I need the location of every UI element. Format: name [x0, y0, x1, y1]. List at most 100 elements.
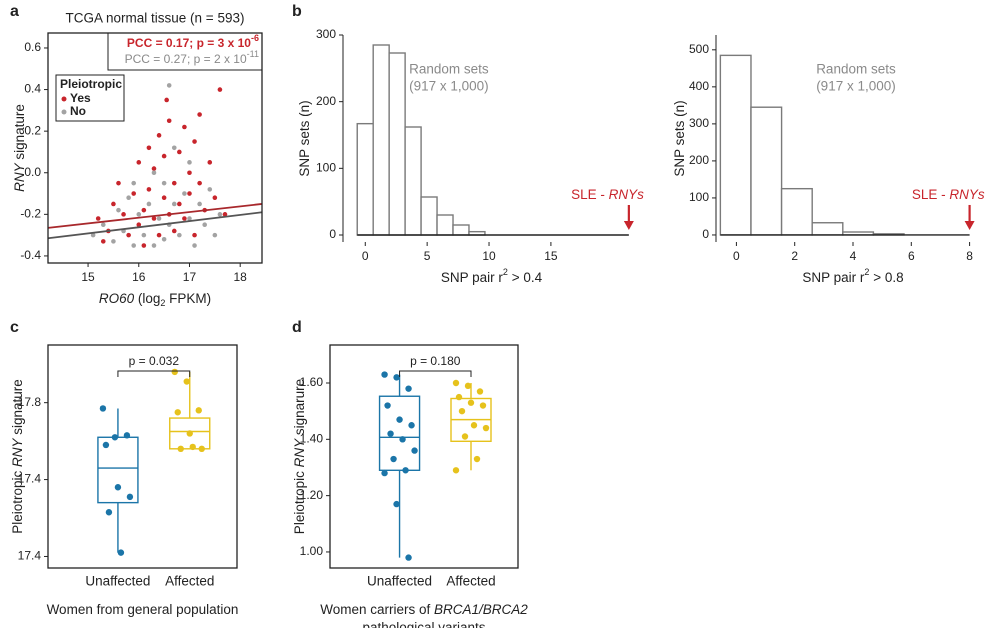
- panel-letter: d: [292, 319, 302, 336]
- x-tick-label: 6: [908, 249, 915, 263]
- x-tick-label: 0: [362, 249, 369, 263]
- point: [146, 145, 152, 151]
- point: [470, 422, 478, 429]
- y-axis-label: Pleiotropic RNY signature: [10, 379, 25, 534]
- point: [464, 382, 472, 390]
- text-part: 2: [864, 267, 869, 277]
- annotation: Random sets: [816, 62, 896, 77]
- x-tick-label: Affected: [446, 574, 495, 589]
- point: [151, 216, 157, 221]
- point: [458, 407, 466, 415]
- bar: [404, 126, 422, 236]
- legend-label: No: [70, 104, 86, 118]
- point: [151, 166, 157, 171]
- legend-label: Yes: [70, 91, 91, 105]
- point: [166, 83, 172, 88]
- text-part: 2: [160, 298, 165, 308]
- point: [182, 216, 187, 221]
- point: [141, 232, 147, 238]
- point: [164, 97, 169, 103]
- annotation: (917 x 1,000): [816, 79, 896, 94]
- x-tick-label: 10: [482, 249, 496, 263]
- point: [217, 87, 223, 92]
- y-tick-label: 0.4: [24, 82, 41, 96]
- point: [207, 187, 213, 192]
- point: [131, 180, 137, 186]
- point: [100, 222, 106, 228]
- point: [100, 239, 106, 244]
- plot-frame: [47, 344, 238, 569]
- bar: [811, 222, 844, 236]
- y-tick-label: 500: [689, 42, 709, 56]
- comparison-label: p = 0.180: [410, 354, 461, 368]
- point: [99, 405, 107, 412]
- chart-title: TCGA normal tissue (n = 593): [66, 11, 245, 26]
- text-part: -11: [247, 49, 259, 59]
- point: [183, 378, 190, 385]
- point: [171, 145, 177, 151]
- point: [197, 180, 202, 186]
- y-tick-label: 0.2: [24, 123, 41, 137]
- text-part: RNYs: [949, 187, 985, 202]
- comparison-label: p = 0.032: [129, 354, 180, 368]
- point: [161, 236, 167, 242]
- plot-frame: [329, 344, 519, 569]
- point: [187, 170, 192, 176]
- y-axis-label: Pleiotropic RNY signarure: [292, 379, 307, 534]
- text-part: BRCA1/BRCA2: [434, 602, 528, 617]
- text-part: Pleiotropic: [292, 467, 307, 534]
- point: [405, 385, 412, 392]
- point: [212, 195, 218, 201]
- point: [102, 441, 110, 449]
- point: [197, 201, 202, 207]
- point: [111, 434, 119, 441]
- point: [114, 484, 122, 491]
- comparison-bracket: [117, 370, 191, 377]
- x-tick-label: Affected: [165, 574, 214, 589]
- point: [111, 239, 116, 244]
- point: [131, 191, 137, 196]
- point: [381, 371, 388, 378]
- point: [186, 430, 193, 437]
- point: [116, 207, 121, 213]
- point: [393, 500, 400, 508]
- point: [141, 243, 147, 248]
- point: [126, 195, 131, 201]
- point: [146, 187, 152, 192]
- text-part: SNP pair r: [802, 270, 865, 285]
- point: [177, 232, 182, 238]
- point: [452, 379, 460, 387]
- point: [161, 180, 167, 186]
- bar: [372, 44, 390, 236]
- text-part: RO60: [99, 291, 135, 306]
- point: [384, 402, 391, 409]
- text-part: > 0.4: [508, 270, 543, 285]
- point: [192, 139, 197, 144]
- point: [408, 422, 415, 429]
- point: [156, 216, 162, 221]
- text-part: Women carriers of: [320, 602, 434, 617]
- point: [126, 493, 134, 501]
- point: [467, 399, 475, 406]
- point: [202, 222, 207, 228]
- y-tick-label: 17.4: [18, 472, 42, 486]
- y-tick-label: 400: [689, 79, 709, 93]
- y-tick-label: 1.00: [300, 544, 324, 558]
- point: [411, 447, 418, 454]
- point: [399, 436, 406, 443]
- text-part: 2: [503, 267, 508, 277]
- point: [111, 201, 116, 207]
- point: [141, 207, 147, 213]
- point: [396, 416, 403, 423]
- bar: [356, 122, 374, 236]
- y-axis-label: SNP sets (n): [297, 100, 312, 176]
- x-tick-label: 4: [850, 249, 857, 263]
- x-tick-label: 15: [81, 270, 95, 284]
- text-part: RNY: [10, 438, 25, 467]
- y-tick-label: 300: [689, 116, 709, 130]
- point: [131, 243, 137, 248]
- x-tick-label: 16: [132, 270, 146, 284]
- point: [198, 445, 205, 453]
- y-tick-label: 0.0: [24, 165, 41, 179]
